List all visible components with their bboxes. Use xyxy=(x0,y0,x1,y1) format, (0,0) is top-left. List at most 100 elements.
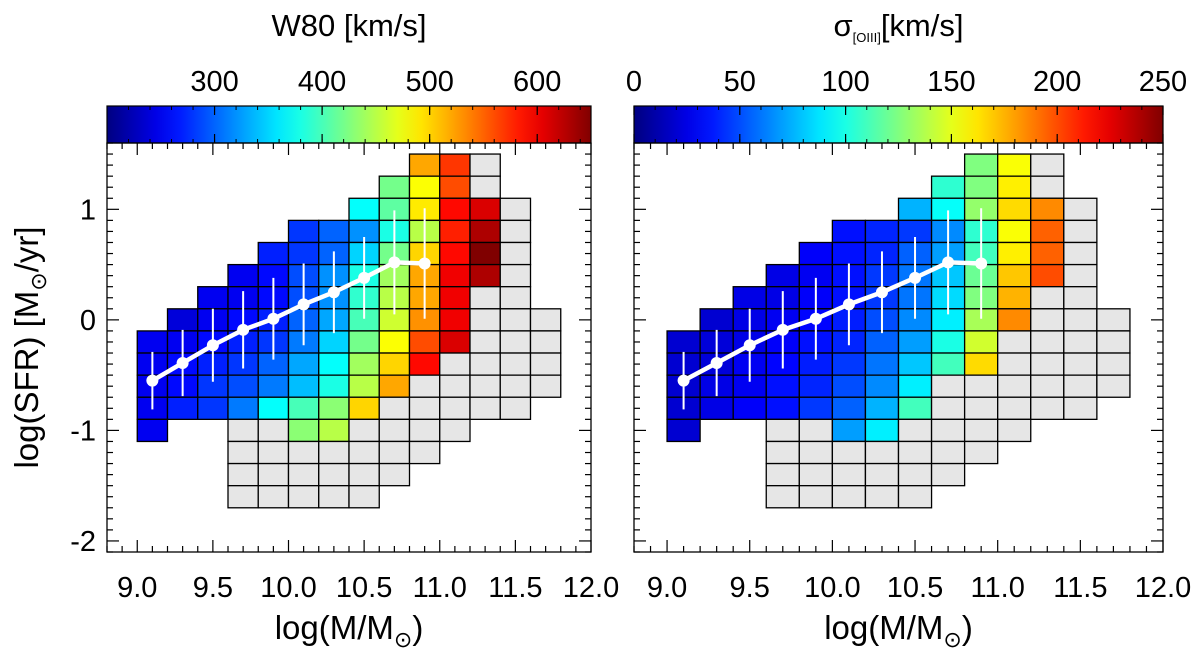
heatmap-cell xyxy=(227,440,259,465)
heatmap-cell xyxy=(997,153,1032,177)
colorbar-tick-label: 0 xyxy=(626,66,642,98)
median-point xyxy=(176,356,189,369)
heatmap-cell xyxy=(897,462,933,487)
median-point xyxy=(909,271,922,284)
x-tick-label: 12.0 xyxy=(1135,572,1191,604)
heatmap-cell xyxy=(1030,219,1065,244)
median-point xyxy=(297,298,310,311)
heatmap-cell xyxy=(897,374,933,398)
heatmap-cell xyxy=(930,396,966,420)
heatmap-cell xyxy=(765,374,800,398)
x-tick-label: 9.0 xyxy=(117,572,157,604)
heatmap-cell xyxy=(930,462,966,487)
heatmap-cell xyxy=(318,485,350,509)
heatmap-cell xyxy=(318,219,350,244)
x-tick-label: 9.5 xyxy=(193,572,233,604)
heatmap-cell xyxy=(499,286,532,310)
heatmap-cell xyxy=(529,352,562,376)
heatmap-cell xyxy=(798,396,834,420)
heatmap-cell xyxy=(997,352,1032,376)
heatmap-cell xyxy=(439,197,471,222)
heatmap-cell xyxy=(469,286,501,310)
y-axis-label: log(SFR) [M⊙/yr] xyxy=(8,226,51,468)
heatmap-cell xyxy=(257,485,290,509)
heatmap-cell xyxy=(318,396,350,420)
heatmap-cell xyxy=(765,440,800,465)
heatmap-cell xyxy=(997,418,1032,443)
heatmap-cell xyxy=(1063,396,1098,420)
colorbar-tick-label: 500 xyxy=(405,66,453,98)
median-point xyxy=(206,339,219,352)
x-tick-label: 11.5 xyxy=(1053,572,1107,604)
y-tick-label: 1 xyxy=(80,194,96,226)
x-axis-label: log(M/M⊙) xyxy=(824,609,973,650)
heatmap-cell xyxy=(287,396,320,420)
heatmap-cell xyxy=(963,352,999,376)
heatmap-cell xyxy=(499,330,532,354)
heatmap-cell xyxy=(798,462,834,487)
heatmap-cell xyxy=(166,396,199,420)
heatmap-cell xyxy=(499,396,532,420)
heatmap-cell xyxy=(897,330,933,354)
heatmap-cell xyxy=(378,418,411,443)
heatmap-cell xyxy=(439,352,471,376)
heatmap-cell xyxy=(408,396,441,420)
heatmap-cell xyxy=(197,286,229,310)
heatmap-cell xyxy=(1030,308,1065,332)
heatmap-cell xyxy=(318,440,350,465)
heatmap-cell xyxy=(831,440,867,465)
heatmap-cell xyxy=(227,462,259,487)
heatmap-cell xyxy=(963,418,999,443)
heatmap-cell xyxy=(408,374,441,398)
heatmap-cell xyxy=(997,330,1032,354)
heatmap-cell xyxy=(408,330,441,354)
heatmap-cell xyxy=(1030,153,1065,177)
heatmap-cell xyxy=(997,308,1032,332)
heatmap-cell xyxy=(287,241,320,266)
heatmap-cell xyxy=(997,286,1032,310)
heatmap-cell xyxy=(499,352,532,376)
heatmap-cell xyxy=(227,263,259,288)
heatmap-cell xyxy=(930,175,966,199)
heatmap-cell xyxy=(257,374,290,398)
heatmap-cell xyxy=(1096,308,1131,332)
heatmap-cell xyxy=(897,418,933,443)
x-axis: 9.0 9.5 10.0 10.5 11.0 11.5 12.0 xyxy=(106,143,619,604)
heatmap-cell xyxy=(348,352,380,376)
heatmap-cell xyxy=(1030,374,1065,398)
heatmap-cell xyxy=(348,396,380,420)
median-point xyxy=(875,286,888,299)
heatmap-cell xyxy=(1030,352,1065,376)
heatmap-cell xyxy=(666,330,701,354)
heatmap-cell xyxy=(930,352,966,376)
heatmap-cell xyxy=(864,352,900,376)
colorbar-tick-label: 250 xyxy=(1139,66,1187,98)
heatmap-cell xyxy=(439,418,471,443)
heatmap-cell xyxy=(287,440,320,465)
heatmap-cell xyxy=(227,485,259,509)
heatmap-cell xyxy=(831,352,867,376)
heatmap-cell xyxy=(864,374,900,398)
heatmap-cell xyxy=(439,308,471,332)
heatmap-cell xyxy=(348,440,380,465)
heatmap-cell xyxy=(499,197,532,222)
median-point xyxy=(267,312,280,325)
median-point xyxy=(677,374,690,387)
heatmap-cell xyxy=(378,374,411,398)
heatmap-cell xyxy=(499,263,532,288)
heatmap-cell xyxy=(864,440,900,465)
heatmap-cell xyxy=(1030,263,1065,288)
heatmap-cell xyxy=(318,374,350,398)
heatmap-cell xyxy=(897,197,933,222)
heatmap-cell xyxy=(666,418,701,443)
y-tick-label: -2 xyxy=(70,526,96,558)
x-axis-label: log(M/M⊙) xyxy=(275,609,424,650)
heatmap-cell xyxy=(963,374,999,398)
heatmap-cell xyxy=(1063,219,1098,244)
x-tick-label: 12.0 xyxy=(563,572,619,604)
median-point xyxy=(388,256,401,269)
heatmap-cell xyxy=(439,396,471,420)
heatmap-cells xyxy=(136,153,562,509)
heatmap-cell xyxy=(287,418,320,443)
heatmap-cell xyxy=(469,263,501,288)
